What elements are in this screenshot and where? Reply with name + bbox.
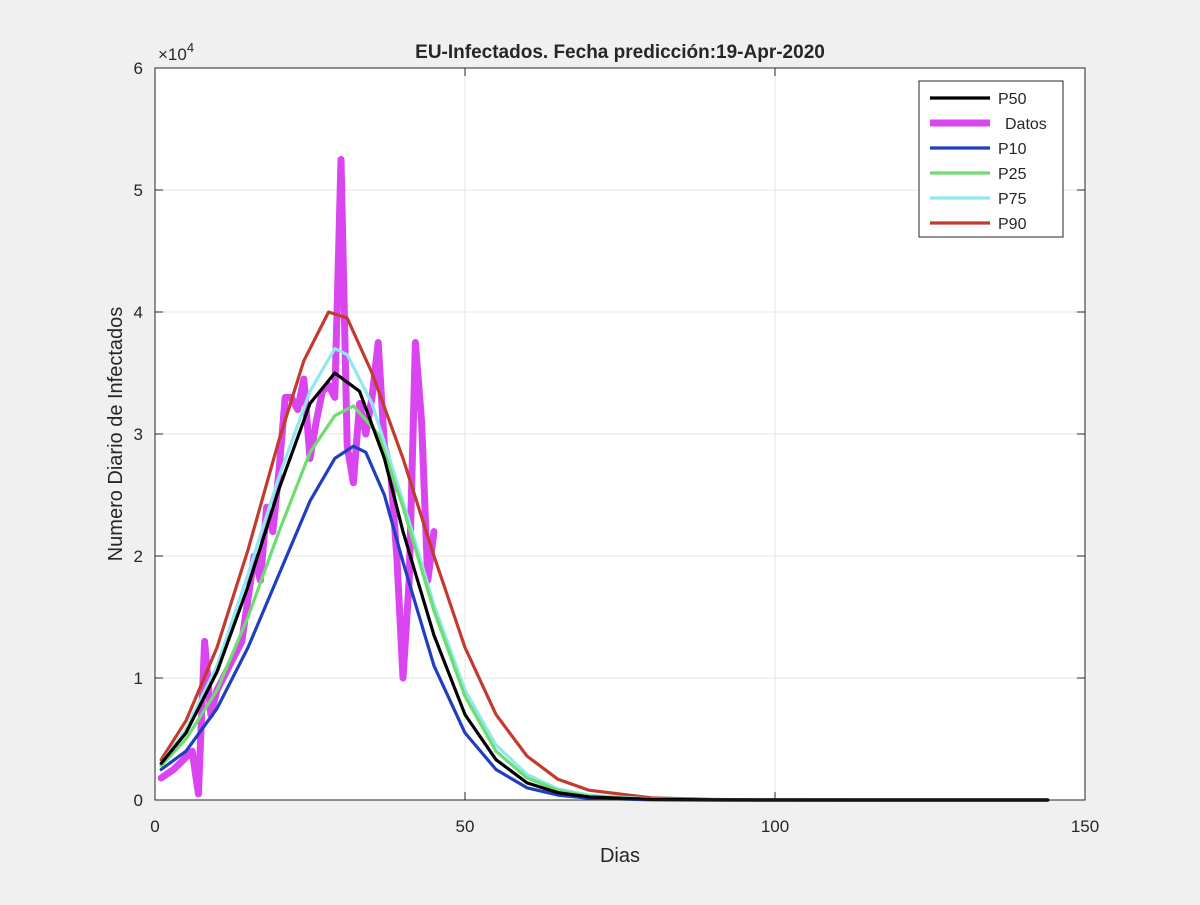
y-exponent-base: ×10 (158, 45, 187, 64)
legend-label-p90: P90 (998, 216, 1027, 233)
y-tick-label: 1 (134, 669, 143, 688)
y-axis-label: Numero Diario de Infectados (105, 307, 127, 562)
y-tick-label: 4 (134, 303, 143, 322)
y-tick-label: 3 (134, 425, 143, 444)
legend-label-p50: P50 (998, 91, 1027, 108)
x-tick-label: 0 (150, 817, 159, 836)
y-tick-label: 6 (134, 59, 143, 78)
y-tick-label: 0 (134, 791, 143, 810)
legend-items: P50 Datos P10 P25 P75 P90 (930, 91, 1047, 233)
series-line-datos (157, 156, 438, 798)
legend: P50 Datos P10 P25 P75 P90 (918, 80, 1064, 238)
y-tick-label: 2 (134, 547, 143, 566)
y-exponent-power: 4 (187, 40, 194, 55)
legend-box (918, 80, 1064, 238)
y-tick-label: 5 (134, 181, 143, 200)
x-axis-label: Dias (600, 845, 640, 867)
legend-label-p10: P10 (998, 141, 1027, 158)
chart-title: EU-Infectados. Fecha predicción:19-Apr-2… (415, 42, 825, 63)
x-tick-label: 50 (456, 817, 475, 836)
legend-label-p75: P75 (998, 191, 1027, 208)
legend-label-p25: P25 (998, 166, 1027, 183)
x-tick-label: 100 (761, 817, 789, 836)
tick-layer: 0 50 100 150 0 1 2 3 4 5 6 (134, 59, 1100, 836)
legend-label-datos: Datos (1005, 116, 1047, 133)
y-exponent-label: ×104 (158, 40, 194, 64)
x-tick-label: 150 (1071, 817, 1099, 836)
